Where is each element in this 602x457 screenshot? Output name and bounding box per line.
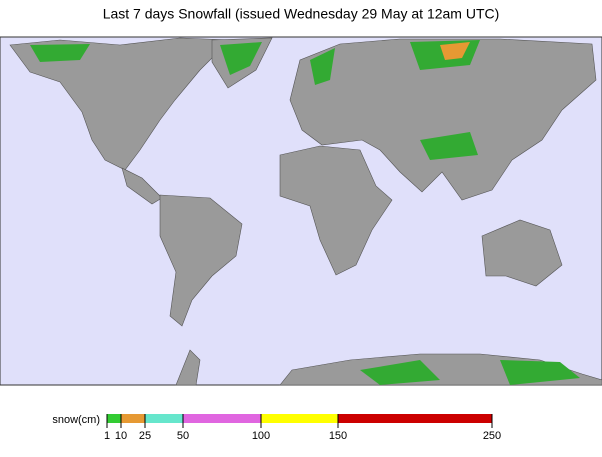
legend-swatch — [261, 414, 338, 423]
snow-area — [360, 360, 440, 385]
legend-swatch — [338, 414, 492, 423]
africa — [279, 145, 393, 276]
north-america — [9, 37, 231, 171]
legend-swatch — [145, 414, 183, 423]
legend-swatch — [183, 414, 261, 423]
legend-tick-label: 150 — [329, 430, 347, 442]
antarctic-peninsula — [175, 349, 201, 386]
snow-area — [500, 360, 580, 385]
legend-swatch — [107, 414, 121, 423]
eurasia — [289, 38, 597, 201]
legend-label: snow(cm) — [52, 414, 100, 426]
legend-swatch — [121, 414, 145, 423]
legend-tick-label: 100 — [252, 430, 270, 442]
south-america — [159, 194, 243, 327]
snow-area — [220, 42, 262, 75]
snow-area — [310, 48, 335, 85]
legend-tick-label: 250 — [483, 430, 501, 442]
legend-tick-label: 10 — [115, 430, 127, 442]
map — [0, 36, 602, 386]
legend: snow(cm) 1 10 25 50 100 150 250 — [52, 414, 501, 442]
legend-tick-label: 50 — [177, 430, 189, 442]
snow-area — [30, 44, 90, 62]
legend-tick-label: 1 — [104, 430, 110, 442]
central-america — [121, 167, 163, 205]
legend-tick-label: 25 — [139, 430, 151, 442]
snow-area — [420, 132, 478, 160]
title: Last 7 days Snowfall (issued Wednesday 2… — [103, 6, 500, 22]
snow-area-deep — [440, 42, 470, 60]
australia — [481, 219, 563, 287]
